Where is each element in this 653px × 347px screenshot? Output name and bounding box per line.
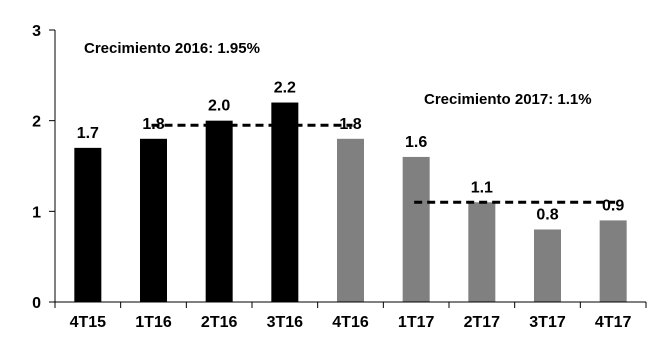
x-tick-label: 2T17 [464, 314, 501, 331]
bar-2T16 [205, 120, 233, 303]
annotation-growth-2016: Crecimiento 2016: 1.95% [84, 40, 260, 57]
x-tick-label: 3T16 [267, 314, 304, 331]
bar-4T16 [337, 138, 364, 302]
data-labels: 1.7 1.8 2.0 2.2 1.8 1.6 1.1 0.8 0.9 [77, 80, 625, 224]
bar-2T17 [468, 202, 496, 302]
x-tick-label: 1T17 [398, 314, 435, 331]
data-label-4T15: 1.7 [77, 125, 99, 142]
bar-1T17 [402, 156, 430, 302]
x-tick-label: 4T17 [595, 314, 632, 331]
data-label-4T17: 0.9 [602, 197, 624, 214]
data-label-2T17: 1.1 [471, 179, 493, 196]
data-label-3T16: 2.2 [274, 80, 296, 97]
bar-4T15 [74, 147, 102, 302]
x-tick-label: 4T15 [70, 314, 107, 331]
y-tick-label: 2 [32, 114, 41, 131]
x-tick-label: 4T16 [332, 314, 369, 331]
bar-3T17 [534, 229, 561, 302]
bar-3T16 [271, 102, 299, 303]
bar-1T16 [140, 138, 167, 302]
y-tick-label: 1 [32, 204, 41, 221]
x-axis: 4T15 1T16 2T16 3T16 4T16 1T17 2T17 3T17 4T17 [54, 301, 647, 331]
x-tick-label: 2T16 [201, 314, 238, 331]
x-tick-label: 1T16 [135, 314, 172, 331]
data-label-1T16: 1.8 [142, 116, 164, 133]
y-tick-label: 3 [32, 23, 41, 40]
x-tick-label: 3T17 [529, 314, 566, 331]
data-label-1T17: 1.6 [405, 134, 427, 151]
data-label-4T16: 1.8 [339, 116, 361, 133]
annotation-growth-2017: Crecimiento 2017: 1.1% [424, 91, 592, 108]
reference-lines [151, 123, 616, 204]
y-axis: 0 1 2 3 [32, 23, 56, 312]
data-label-2T16: 2.0 [208, 98, 230, 115]
data-label-3T17: 0.8 [536, 206, 558, 223]
y-tick-label: 0 [32, 295, 41, 312]
bar-4T17 [599, 220, 627, 302]
bars [74, 102, 627, 303]
